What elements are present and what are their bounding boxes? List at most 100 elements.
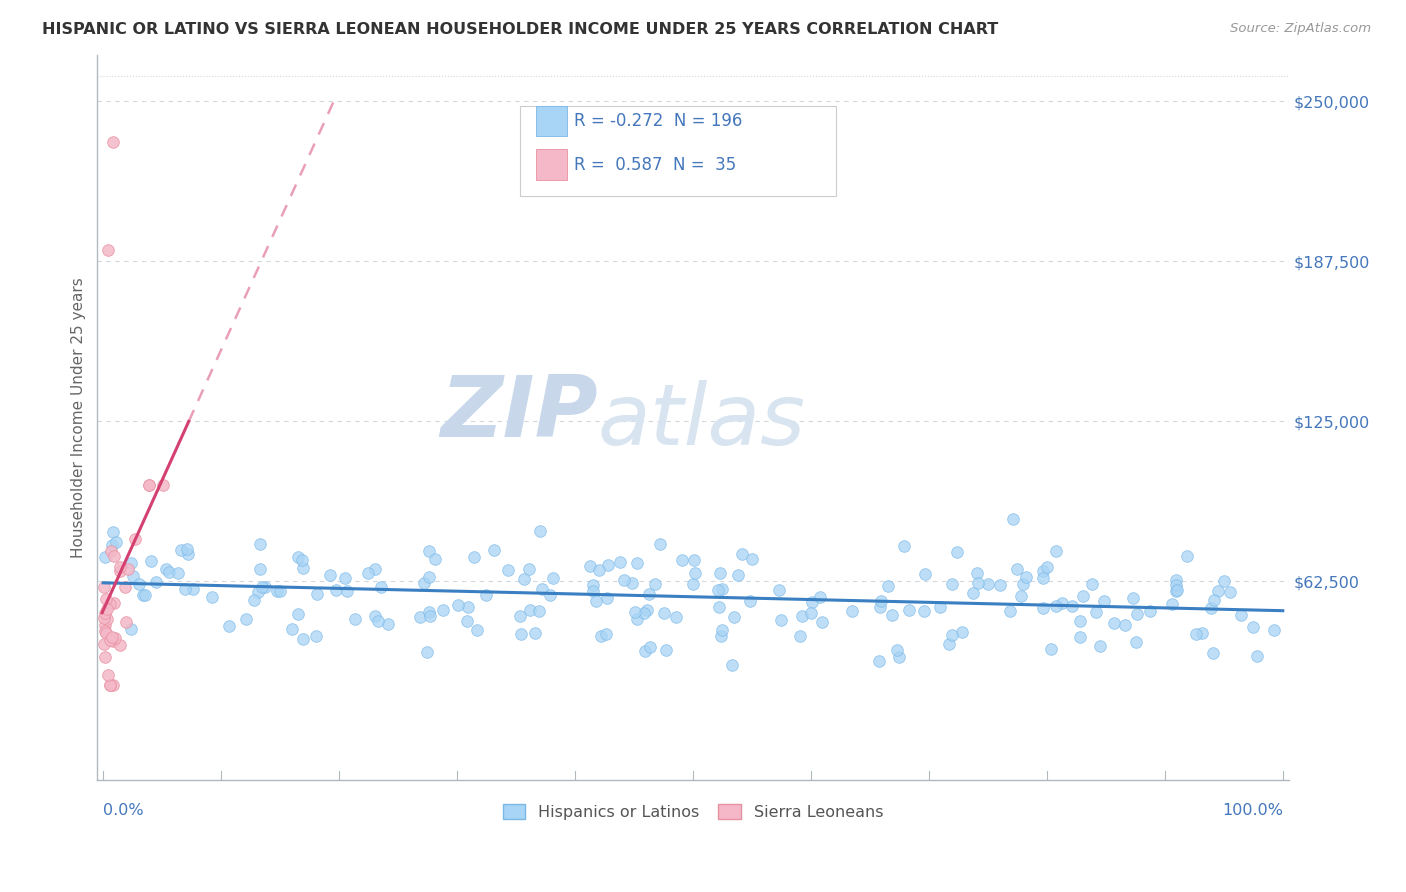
Point bbox=[1036, 560, 1059, 574]
Point bbox=[246, 584, 269, 599]
Point bbox=[620, 575, 643, 590]
Point bbox=[998, 605, 1021, 619]
Point bbox=[683, 566, 706, 581]
Point bbox=[120, 622, 142, 636]
Point bbox=[98, 678, 121, 692]
Point bbox=[710, 624, 733, 638]
Point bbox=[519, 603, 541, 617]
Point bbox=[1084, 606, 1107, 620]
Point bbox=[893, 539, 915, 553]
Point bbox=[654, 606, 676, 620]
Point bbox=[1164, 573, 1187, 587]
Point bbox=[96, 612, 118, 626]
Point bbox=[682, 576, 704, 591]
Point bbox=[707, 582, 730, 597]
FancyBboxPatch shape bbox=[520, 106, 837, 196]
Point bbox=[531, 582, 554, 596]
Point bbox=[1125, 634, 1147, 648]
Point bbox=[101, 631, 124, 645]
Point bbox=[1080, 577, 1102, 591]
Point bbox=[101, 678, 124, 692]
Point bbox=[498, 563, 520, 577]
Point bbox=[789, 629, 811, 643]
Point bbox=[988, 578, 1011, 592]
Point bbox=[709, 566, 731, 581]
Point bbox=[145, 575, 167, 590]
Point bbox=[897, 603, 920, 617]
Point bbox=[1102, 616, 1125, 631]
Point bbox=[582, 583, 605, 598]
Point bbox=[94, 649, 117, 664]
Point bbox=[800, 606, 823, 620]
Point bbox=[1015, 569, 1038, 583]
Point bbox=[93, 611, 115, 625]
Point bbox=[418, 570, 440, 584]
Point bbox=[671, 552, 693, 566]
Point bbox=[218, 619, 240, 633]
Point bbox=[128, 576, 150, 591]
Point bbox=[319, 568, 342, 582]
Point bbox=[456, 614, 478, 628]
Point bbox=[1032, 564, 1054, 578]
Point bbox=[941, 628, 963, 642]
Point bbox=[1040, 642, 1063, 657]
Point bbox=[710, 629, 733, 643]
Point bbox=[709, 599, 731, 614]
Point bbox=[1012, 576, 1035, 591]
Point bbox=[527, 604, 550, 618]
Point bbox=[181, 582, 204, 597]
Point bbox=[588, 562, 610, 576]
Point bbox=[1090, 639, 1112, 653]
Point bbox=[1199, 601, 1222, 615]
Point bbox=[740, 594, 762, 608]
Point bbox=[967, 575, 990, 590]
Point bbox=[97, 243, 120, 257]
Point bbox=[98, 597, 121, 611]
Text: Source: ZipAtlas.com: Source: ZipAtlas.com bbox=[1230, 22, 1371, 36]
Point bbox=[333, 571, 356, 585]
Point bbox=[841, 604, 863, 618]
Point bbox=[110, 564, 132, 578]
Point bbox=[914, 567, 936, 582]
Point bbox=[977, 576, 1000, 591]
Point bbox=[1185, 627, 1208, 641]
Point bbox=[98, 678, 121, 692]
Text: atlas: atlas bbox=[598, 380, 806, 463]
Point bbox=[94, 625, 117, 640]
Point bbox=[177, 548, 200, 562]
Point bbox=[720, 658, 742, 673]
Point bbox=[291, 632, 314, 646]
Point bbox=[253, 580, 276, 594]
Point bbox=[889, 650, 911, 665]
Point bbox=[463, 549, 485, 564]
Point bbox=[335, 584, 357, 599]
Point bbox=[1263, 623, 1285, 637]
Point bbox=[1213, 574, 1236, 588]
Point bbox=[585, 593, 607, 607]
Point bbox=[475, 588, 498, 602]
Point bbox=[1166, 583, 1188, 598]
Point bbox=[101, 524, 124, 539]
Point bbox=[100, 538, 122, 552]
Point bbox=[727, 567, 749, 582]
Point bbox=[124, 532, 146, 546]
Point bbox=[170, 543, 193, 558]
Y-axis label: Householder Income Under 25 years: Householder Income Under 25 years bbox=[72, 277, 86, 558]
Point bbox=[457, 600, 479, 615]
Point bbox=[307, 587, 329, 601]
Point bbox=[665, 610, 688, 624]
Point bbox=[243, 593, 266, 607]
Point bbox=[446, 599, 468, 613]
FancyBboxPatch shape bbox=[536, 106, 567, 136]
Point bbox=[529, 524, 551, 538]
Point bbox=[121, 569, 143, 583]
Point bbox=[97, 667, 120, 681]
Point bbox=[800, 594, 823, 608]
Point bbox=[103, 549, 125, 563]
Point bbox=[367, 615, 389, 629]
Point bbox=[1060, 599, 1083, 613]
Point bbox=[609, 555, 631, 569]
Point bbox=[115, 615, 138, 630]
Point bbox=[94, 550, 117, 565]
Point bbox=[100, 544, 122, 558]
